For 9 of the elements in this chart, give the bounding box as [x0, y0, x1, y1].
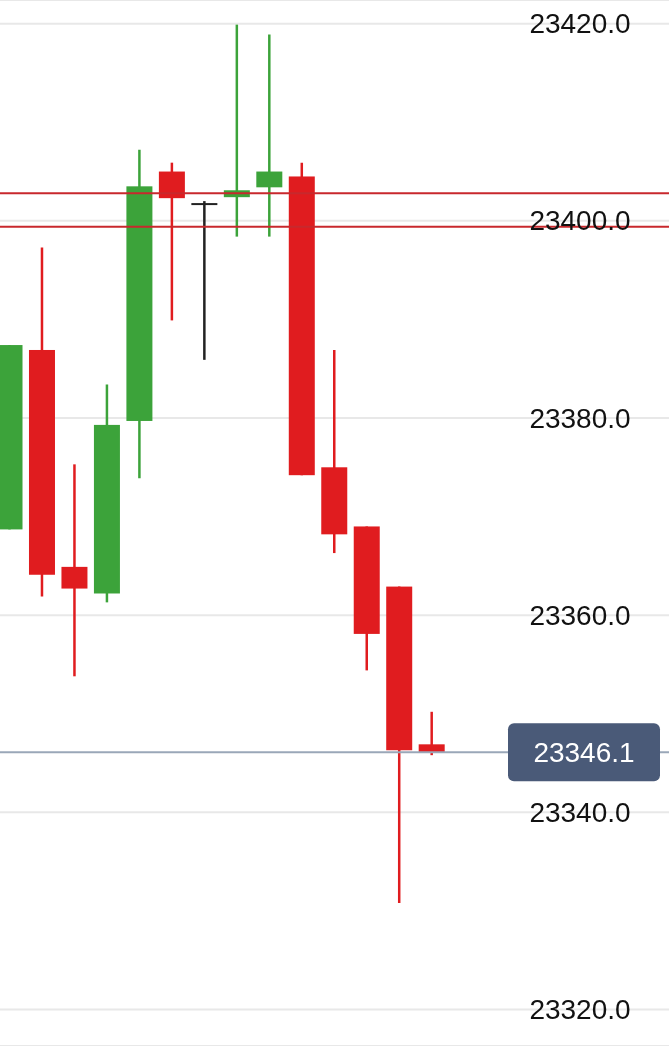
candlestick	[256, 33, 283, 238]
candlestick	[191, 199, 218, 362]
y-tick-label: 23340.0	[529, 796, 631, 828]
y-tick-label: 23420.0	[529, 8, 631, 40]
y-tick-label: 23320.0	[529, 994, 631, 1026]
candlestick	[61, 463, 88, 678]
y-tick-label: 23360.0	[529, 599, 631, 631]
ref-line-label: 23346.1	[533, 736, 635, 768]
y-tick-label: 23380.0	[529, 402, 631, 434]
